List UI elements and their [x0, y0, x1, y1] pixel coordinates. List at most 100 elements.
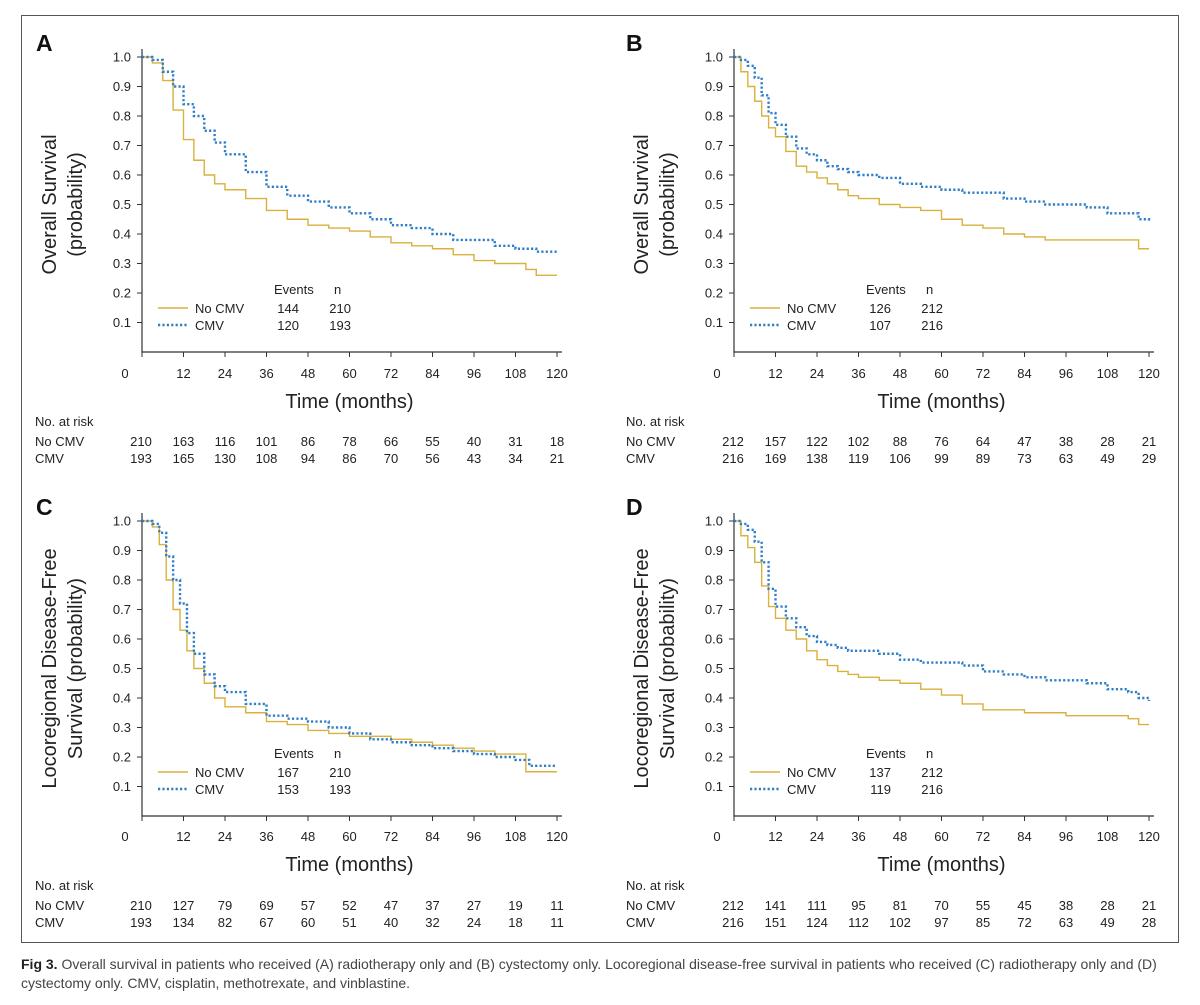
legend-header-n: n: [926, 746, 933, 761]
legend-series-name: No CMV: [195, 301, 244, 316]
at-risk-row-label: No CMV: [35, 434, 84, 449]
at-risk-header: No. at risk: [35, 878, 94, 893]
y-tick-label: 0.5: [113, 197, 131, 212]
at-risk-value: 38: [1059, 434, 1073, 449]
x-tick-label: 12: [768, 366, 782, 381]
at-risk-value: 78: [342, 434, 356, 449]
x-tick-label: 84: [1017, 829, 1031, 844]
x-tick-label: 48: [301, 829, 315, 844]
x-tick-label: 108: [505, 829, 527, 844]
at-risk-value: 102: [889, 915, 911, 930]
figure-frame: [21, 15, 1179, 943]
at-risk-value: 79: [218, 898, 232, 913]
y-tick-label: 1.0: [705, 50, 723, 65]
x-tick-label: 96: [1059, 366, 1073, 381]
x-tick-label: 48: [893, 366, 907, 381]
at-risk-value: 37: [425, 898, 439, 913]
y-tick-label: 0.9: [705, 543, 723, 558]
at-risk-value: 67: [259, 915, 273, 930]
at-risk-value: 19: [508, 898, 522, 913]
x-tick-label: 108: [1097, 829, 1119, 844]
y-tick-label: 0.3: [705, 256, 723, 271]
at-risk-header: No. at risk: [626, 878, 685, 893]
legend-events: 167: [277, 765, 299, 780]
at-risk-value: 60: [301, 915, 315, 930]
at-risk-value: 11: [550, 898, 564, 913]
legend-n: 216: [921, 782, 943, 797]
at-risk-value: 130: [214, 451, 236, 466]
survival-curve-cmv: [734, 55, 1151, 223]
y-tick-label: 0.8: [113, 573, 131, 588]
at-risk-value: 38: [1059, 898, 1073, 913]
at-risk-value: 21: [1142, 898, 1156, 913]
at-risk-value: 63: [1059, 915, 1073, 930]
legend-n: 193: [329, 782, 351, 797]
at-risk-value: 21: [550, 451, 564, 466]
at-risk-value: 69: [259, 898, 273, 913]
at-risk-value: 70: [934, 898, 948, 913]
at-risk-value: 57: [301, 898, 315, 913]
x-tick-label: 96: [1059, 829, 1073, 844]
panel-letter: C: [36, 494, 53, 520]
x-tick-label: 72: [976, 829, 990, 844]
x-axis-title: Time (months): [285, 854, 413, 876]
x-tick-label: 108: [1097, 366, 1119, 381]
y-tick-label: 0.7: [113, 138, 131, 153]
x-tick-label: 60: [342, 829, 356, 844]
at-risk-value: 72: [1017, 915, 1031, 930]
legend-events: 153: [277, 782, 299, 797]
legend-series-name: CMV: [195, 782, 224, 797]
survival-curve-cmv: [142, 55, 557, 253]
at-risk-value: 24: [467, 915, 481, 930]
x-tick-label: 60: [934, 829, 948, 844]
legend-n: 212: [921, 301, 943, 316]
at-risk-value: 45: [1017, 898, 1031, 913]
at-risk-value: 99: [934, 451, 948, 466]
at-risk-value: 51: [342, 915, 356, 930]
at-risk-row-label: No CMV: [626, 434, 675, 449]
panel-b: B 0.1 0.2 0.3 0.4 0.5 0.6 0.7 0.8 0.9 1.0 0 12 24 36 48…: [626, 30, 1160, 466]
at-risk-value: 112: [848, 915, 869, 930]
at-risk-value: 82: [218, 915, 232, 930]
panel-letter: A: [36, 30, 53, 56]
x-tick-label: 0: [713, 366, 720, 381]
survival-curve-no-cmv: [734, 56, 1149, 250]
x-tick-label: 0: [121, 366, 128, 381]
at-risk-value: 138: [806, 451, 828, 466]
panel-letter: B: [626, 30, 643, 56]
x-tick-label: 96: [467, 829, 481, 844]
x-tick-label: 60: [934, 366, 948, 381]
y-axis-title: (probability): [657, 152, 679, 256]
y-tick-label: 0.5: [705, 661, 723, 676]
survival-curve-cmv: [734, 519, 1151, 701]
y-tick-label: 0.6: [705, 632, 723, 647]
at-risk-value: 34: [508, 451, 522, 466]
x-tick-label: 84: [425, 366, 439, 381]
survival-curve-no-cmv: [734, 520, 1149, 726]
x-tick-label: 48: [301, 366, 315, 381]
x-tick-label: 120: [546, 829, 568, 844]
at-risk-value: 169: [765, 451, 787, 466]
at-risk-value: 163: [173, 434, 195, 449]
legend-series-name: No CMV: [195, 765, 244, 780]
y-tick-label: 0.7: [705, 602, 723, 617]
at-risk-value: 210: [130, 898, 152, 913]
at-risk-value: 28: [1100, 434, 1114, 449]
at-risk-value: 47: [384, 898, 398, 913]
x-tick-label: 84: [1017, 366, 1031, 381]
y-axis-title: Locoregional Disease-Free: [39, 548, 61, 788]
y-tick-label: 0.4: [113, 691, 131, 706]
y-tick-label: 0.3: [705, 720, 723, 735]
at-risk-value: 76: [934, 434, 948, 449]
at-risk-value: 66: [384, 434, 398, 449]
panel-letter: D: [626, 494, 643, 520]
legend-header-events: Events: [274, 746, 314, 761]
x-tick-label: 24: [810, 829, 824, 844]
x-tick-label: 36: [259, 366, 273, 381]
at-risk-value: 64: [976, 434, 990, 449]
at-risk-value: 88: [893, 434, 907, 449]
at-risk-value: 29: [1142, 451, 1156, 466]
x-axis-title: Time (months): [877, 391, 1005, 413]
legend-n: 193: [329, 318, 351, 333]
legend-events: 137: [869, 765, 891, 780]
